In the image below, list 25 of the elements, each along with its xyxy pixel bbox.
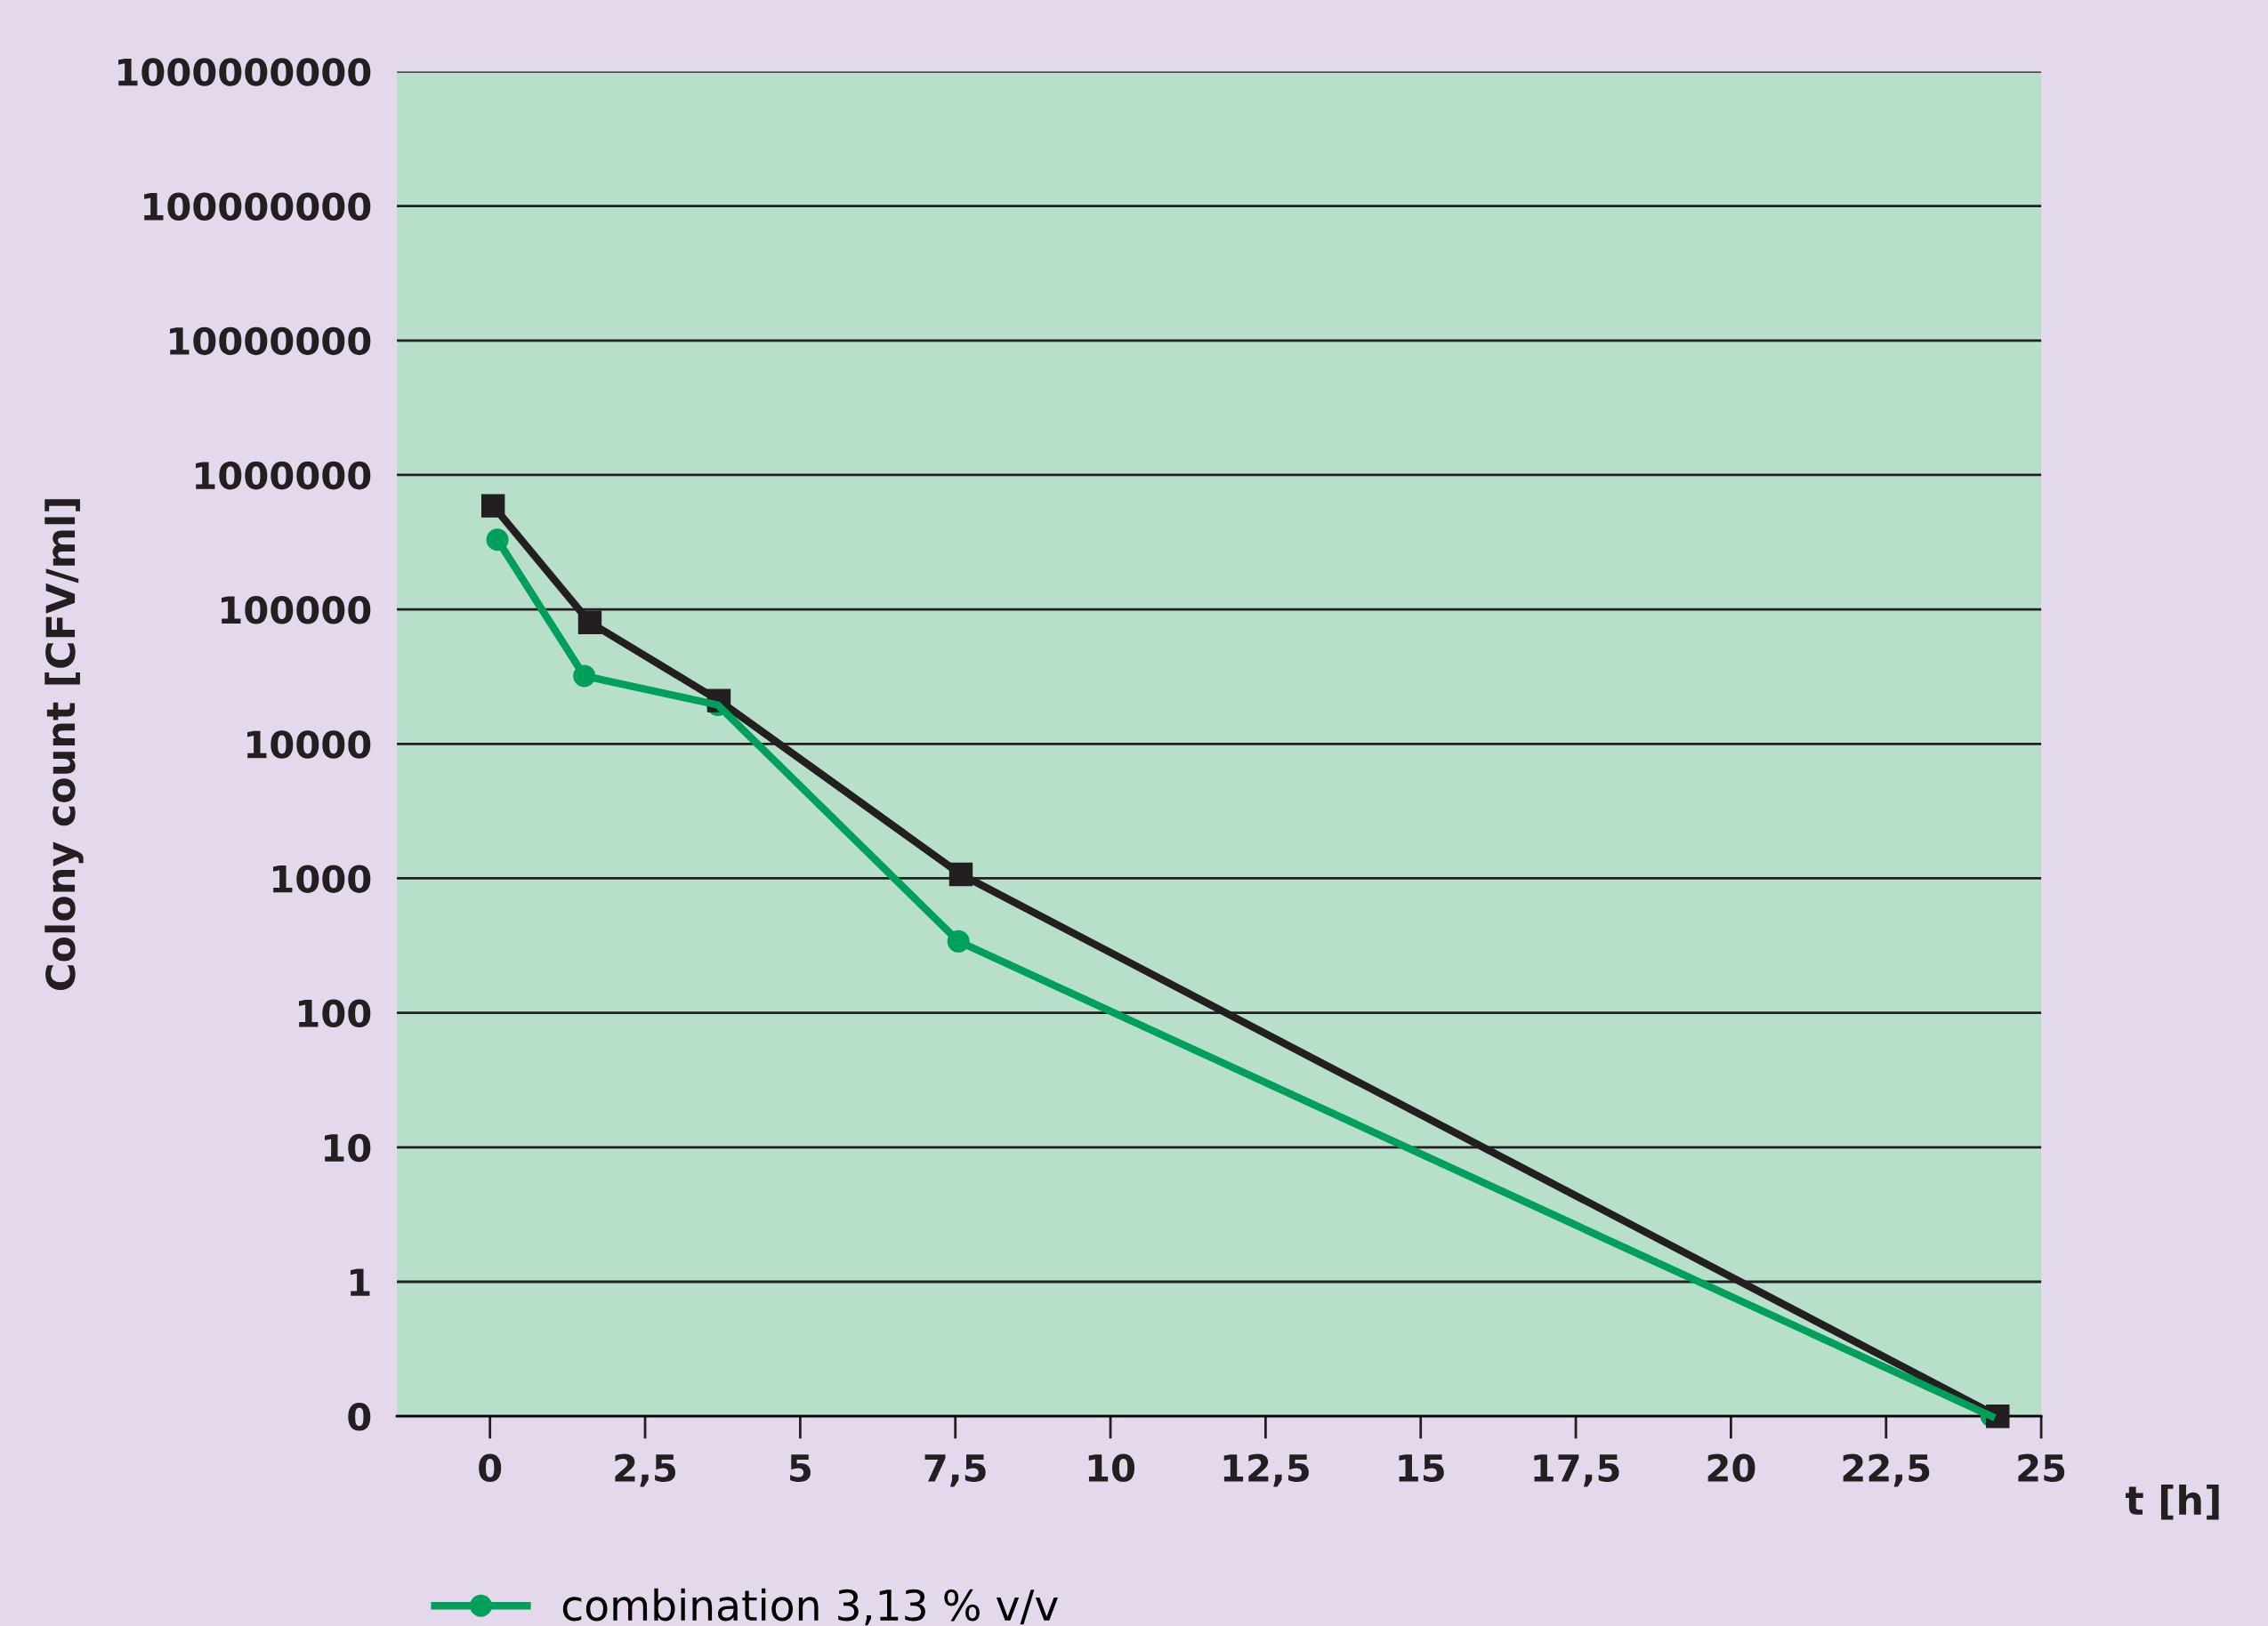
- y-tick-label: 1000: [273, 865, 371, 893]
- y-tick-label: 0: [348, 1403, 371, 1431]
- x-tick-label: 25: [2018, 1453, 2065, 1483]
- x-tick-label: 5: [790, 1454, 811, 1483]
- legend-label: combination 3,13 % v/v: [562, 1588, 1058, 1626]
- x-tick-label: 22,5: [1843, 1453, 1930, 1487]
- y-tick-label: 1: [351, 1268, 370, 1296]
- y-tick-label: 100000000: [144, 192, 371, 221]
- y-tick-label: 1000000: [196, 461, 371, 490]
- x-tick-label: 0: [479, 1453, 502, 1483]
- y-tick-label: 10000: [247, 730, 371, 759]
- x-tick-label: 2,5: [615, 1453, 676, 1487]
- y-tick-label: 100000: [222, 596, 371, 624]
- x-tick-label: 15: [1399, 1454, 1444, 1483]
- x-tick-label: 7,5: [924, 1454, 986, 1487]
- y-axis-title: Colony count [CFV/ml]: [44, 499, 84, 990]
- y-tick-label: 10: [325, 1133, 371, 1163]
- y-tick-label: 1000000000: [118, 58, 371, 86]
- x-axis-title: t [h]: [2125, 1484, 2219, 1520]
- x-tick-label: 10: [1088, 1453, 1135, 1483]
- x-tick-label: 17,5: [1534, 1454, 1619, 1487]
- x-tick-label: 12,5: [1223, 1453, 1309, 1487]
- x-tick-label: 20: [1707, 1453, 1755, 1483]
- y-tick-label: 100: [299, 999, 371, 1028]
- y-tick-label: 10000000: [170, 326, 371, 356]
